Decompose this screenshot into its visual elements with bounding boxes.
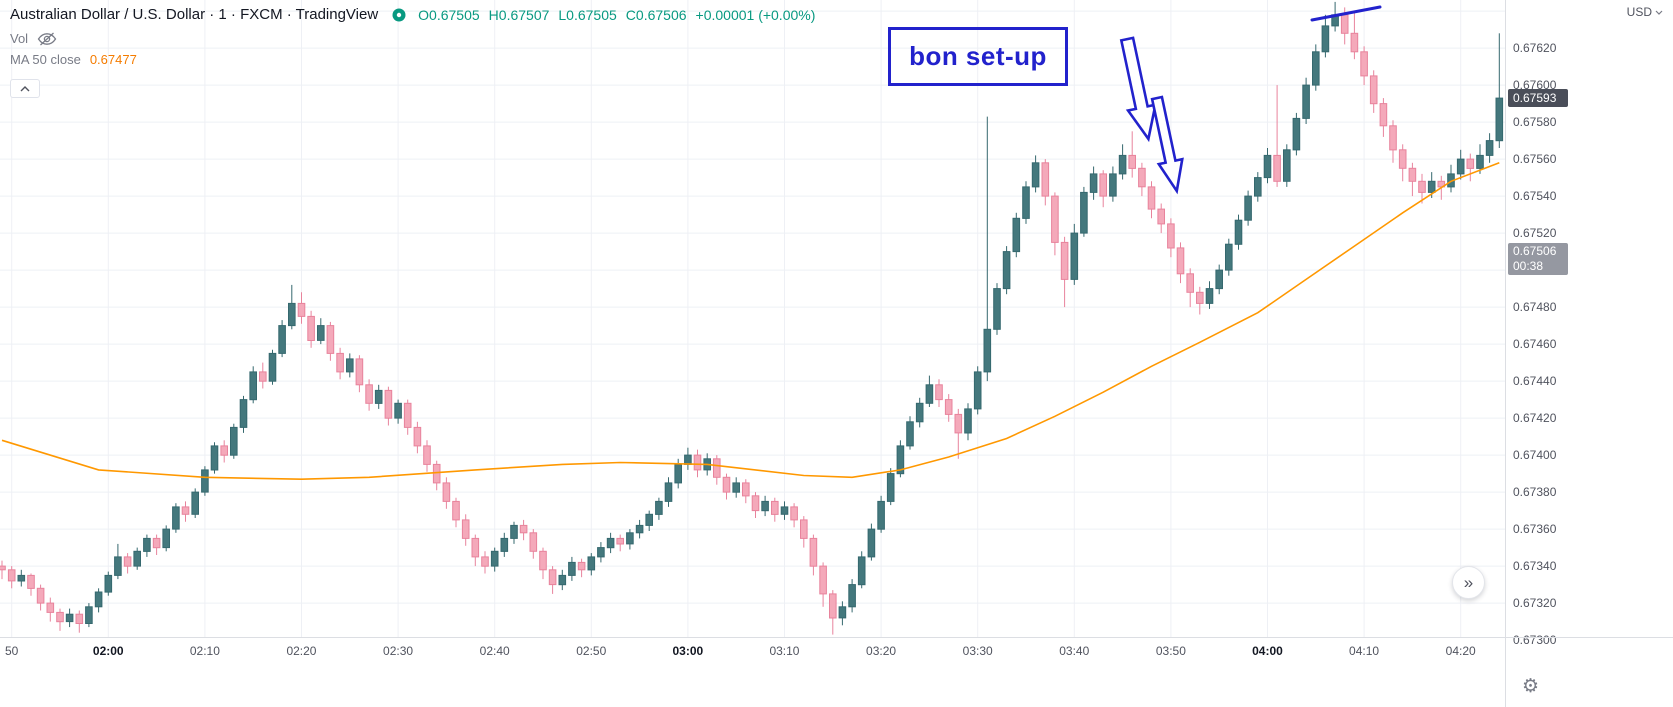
price-axis-label: 0.67440 — [1513, 374, 1557, 389]
price-axis-label: 0.67540 — [1513, 189, 1557, 204]
ohlc-high: H0.67507 — [488, 6, 550, 23]
time-axis-label: 50 — [4, 644, 19, 658]
candlestick-chart[interactable] — [0, 0, 1505, 637]
chevron-down-icon — [1655, 10, 1663, 15]
last-price-badge: 0.67593 — [1508, 89, 1568, 108]
axis-separator — [0, 637, 1673, 638]
price-axis-label: 0.67360 — [1513, 522, 1557, 537]
price-axis-label: 0.67340 — [1513, 559, 1557, 574]
time-axis-label: 03:10 — [769, 644, 800, 658]
price-axis-label: 0.67400 — [1513, 448, 1557, 463]
double-chevron-right-icon: » — [1463, 572, 1474, 592]
ohlc-close: C0.67506 — [625, 6, 687, 23]
time-axis-label: 04:10 — [1349, 644, 1380, 658]
ma-value: 0.67477 — [89, 52, 137, 67]
time-axis-label: 03:20 — [866, 644, 897, 658]
price-axis-label: 0.67620 — [1513, 41, 1557, 56]
price-axis-label: 0.67560 — [1513, 152, 1557, 167]
annotations-layer — [1113, 5, 1382, 195]
volume-label[interactable]: Vol — [10, 31, 29, 46]
down-arrow-annotation[interactable] — [1145, 95, 1188, 195]
time-axis-label: 02:50 — [576, 644, 607, 658]
price-axis-label: 0.67600 — [1513, 78, 1557, 93]
ohlc-low: L0.67505 — [558, 6, 617, 23]
legend-symbol-row: Australian Dollar / U.S. Dollar · 1 · FX… — [10, 6, 824, 23]
countdown-price-value: 0.67506 — [1513, 244, 1557, 258]
currency-label: USD — [1626, 5, 1652, 19]
time-axis-label: 03:40 — [1059, 644, 1090, 658]
symbol-title[interactable]: Australian Dollar / U.S. Dollar · 1 · FX… — [10, 6, 379, 23]
price-axis-label: 0.67520 — [1513, 226, 1557, 241]
price-axis-label: 0.67420 — [1513, 411, 1557, 426]
time-axis[interactable]: 50 02:00 02:10 02:20 02:30 02:40 02:50 03:00 03:… — [0, 638, 1505, 707]
settings-gear-icon[interactable]: ⚙ — [1522, 676, 1540, 697]
time-axis-label: 02:10 — [189, 644, 220, 658]
last-price-value: 0.67593 — [1513, 91, 1557, 106]
currency-selector[interactable]: USD — [1627, 5, 1663, 19]
price-axis-label: 0.67320 — [1513, 596, 1557, 611]
price-axis-label: 0.67380 — [1513, 485, 1557, 500]
price-axis[interactable]: USD 0.67620 0.67600 0.67580 0.67560 0.67540 0… — [1505, 0, 1673, 707]
time-axis-label: 03:00 — [672, 644, 704, 658]
scroll-to-recent-button[interactable]: » — [1452, 566, 1485, 599]
candles-layer — [0, 1, 1504, 635]
price-axis-label: 0.67580 — [1513, 115, 1557, 130]
time-axis-label: 02:40 — [479, 644, 510, 658]
time-axis-label: 03:30 — [962, 644, 993, 658]
chevron-up-icon — [20, 85, 30, 92]
collapse-pane-button[interactable] — [10, 79, 40, 98]
time-axis-label: 02:00 — [92, 644, 124, 658]
time-axis-label: 02:30 — [383, 644, 414, 658]
time-axis-label: 03:50 — [1155, 644, 1186, 658]
ma50-line[interactable] — [1, 162, 1500, 481]
ohlc-change: +0.00001 (+0.00%) — [695, 6, 816, 23]
note-text: bon set-up — [909, 41, 1047, 71]
time-axis-label: 04:00 — [1252, 644, 1283, 658]
ma-indicator-label[interactable]: MA 50 close — [10, 52, 81, 67]
legend-ma-row: MA 50 close 0.67477 — [10, 52, 824, 67]
note-box-annotation[interactable]: bon set-up — [888, 27, 1068, 86]
bar-countdown-timer: 00:38 — [1513, 259, 1544, 273]
grid-layer — [0, 0, 1505, 637]
chart-pane[interactable]: bon set-up Australian Dollar / U.S. Doll… — [0, 0, 1505, 637]
down-arrow-annotation[interactable] — [1113, 36, 1162, 143]
hide-volume-eye-icon[interactable] — [37, 32, 57, 46]
legend-volume-row: Vol — [10, 31, 824, 46]
price-axis-label: 0.67460 — [1513, 337, 1557, 352]
price-axis-labels: 0.67620 0.67600 0.67580 0.67560 0.67540 0.675… — [1506, 0, 1673, 647]
time-axis-label: 02:20 — [286, 644, 317, 658]
trend-line-annotation[interactable] — [1310, 5, 1382, 22]
price-axis-label: 0.67480 — [1513, 300, 1557, 315]
time-axis-label: 04:20 — [1445, 644, 1476, 658]
countdown-price-badge: 0.67506 00:38 — [1508, 243, 1568, 275]
market-status-icon[interactable] — [392, 8, 406, 22]
price-axis-label: 0.67300 — [1513, 633, 1557, 648]
chart-legend: Australian Dollar / U.S. Dollar · 1 · FX… — [10, 6, 824, 98]
ohlc-open: O0.67505 — [418, 6, 480, 23]
